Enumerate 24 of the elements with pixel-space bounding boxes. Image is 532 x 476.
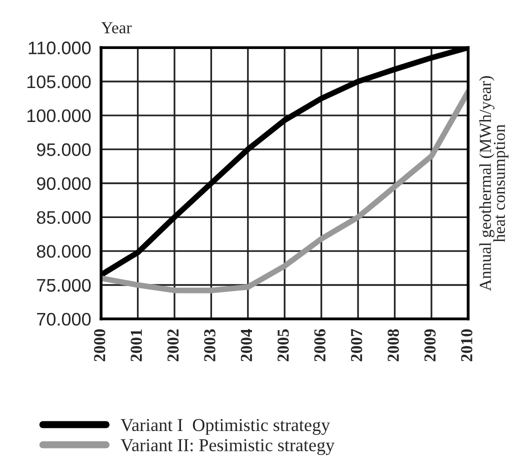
y-tick-label: 80.000 [36,245,91,258]
y-tick-label: 90.000 [36,177,91,190]
x-tick-label: 2007 [350,329,362,362]
x-tick-label: 2003 [204,329,216,362]
legend-label: Variant II: Pesimistic strategy [120,439,335,455]
x-axis-title: Year [101,22,132,34]
legend-label: Variant I Optimistic strategy [120,418,330,435]
x-tick-label: 2001 [130,330,142,362]
y-tick-label: 75.000 [37,278,91,292]
y-tick-label: 85.000 [36,211,91,224]
x-tick-label: 2004 [240,328,252,362]
x-tick-label: 2008 [388,329,399,362]
y-tick-label: 95.000 [36,143,91,156]
x-tick-label: 2000 [94,329,106,362]
x-tick-label: 2006 [314,329,326,362]
x-tick-label: 2002 [167,329,179,362]
y-tick-label: 110.000 [28,42,91,54]
x-tick-label: 2009 [424,329,436,362]
x-tick-label: 2010 [461,329,472,362]
y-tick-label: 100.000 [27,109,91,122]
y-tick-label: 70.000 [37,312,91,326]
y-tick-label: 105.000 [27,75,91,88]
y-axis-title: Annual geothermal (MWh/year) heat consumption [479,76,508,291]
x-tick-label: 2005 [278,329,289,362]
